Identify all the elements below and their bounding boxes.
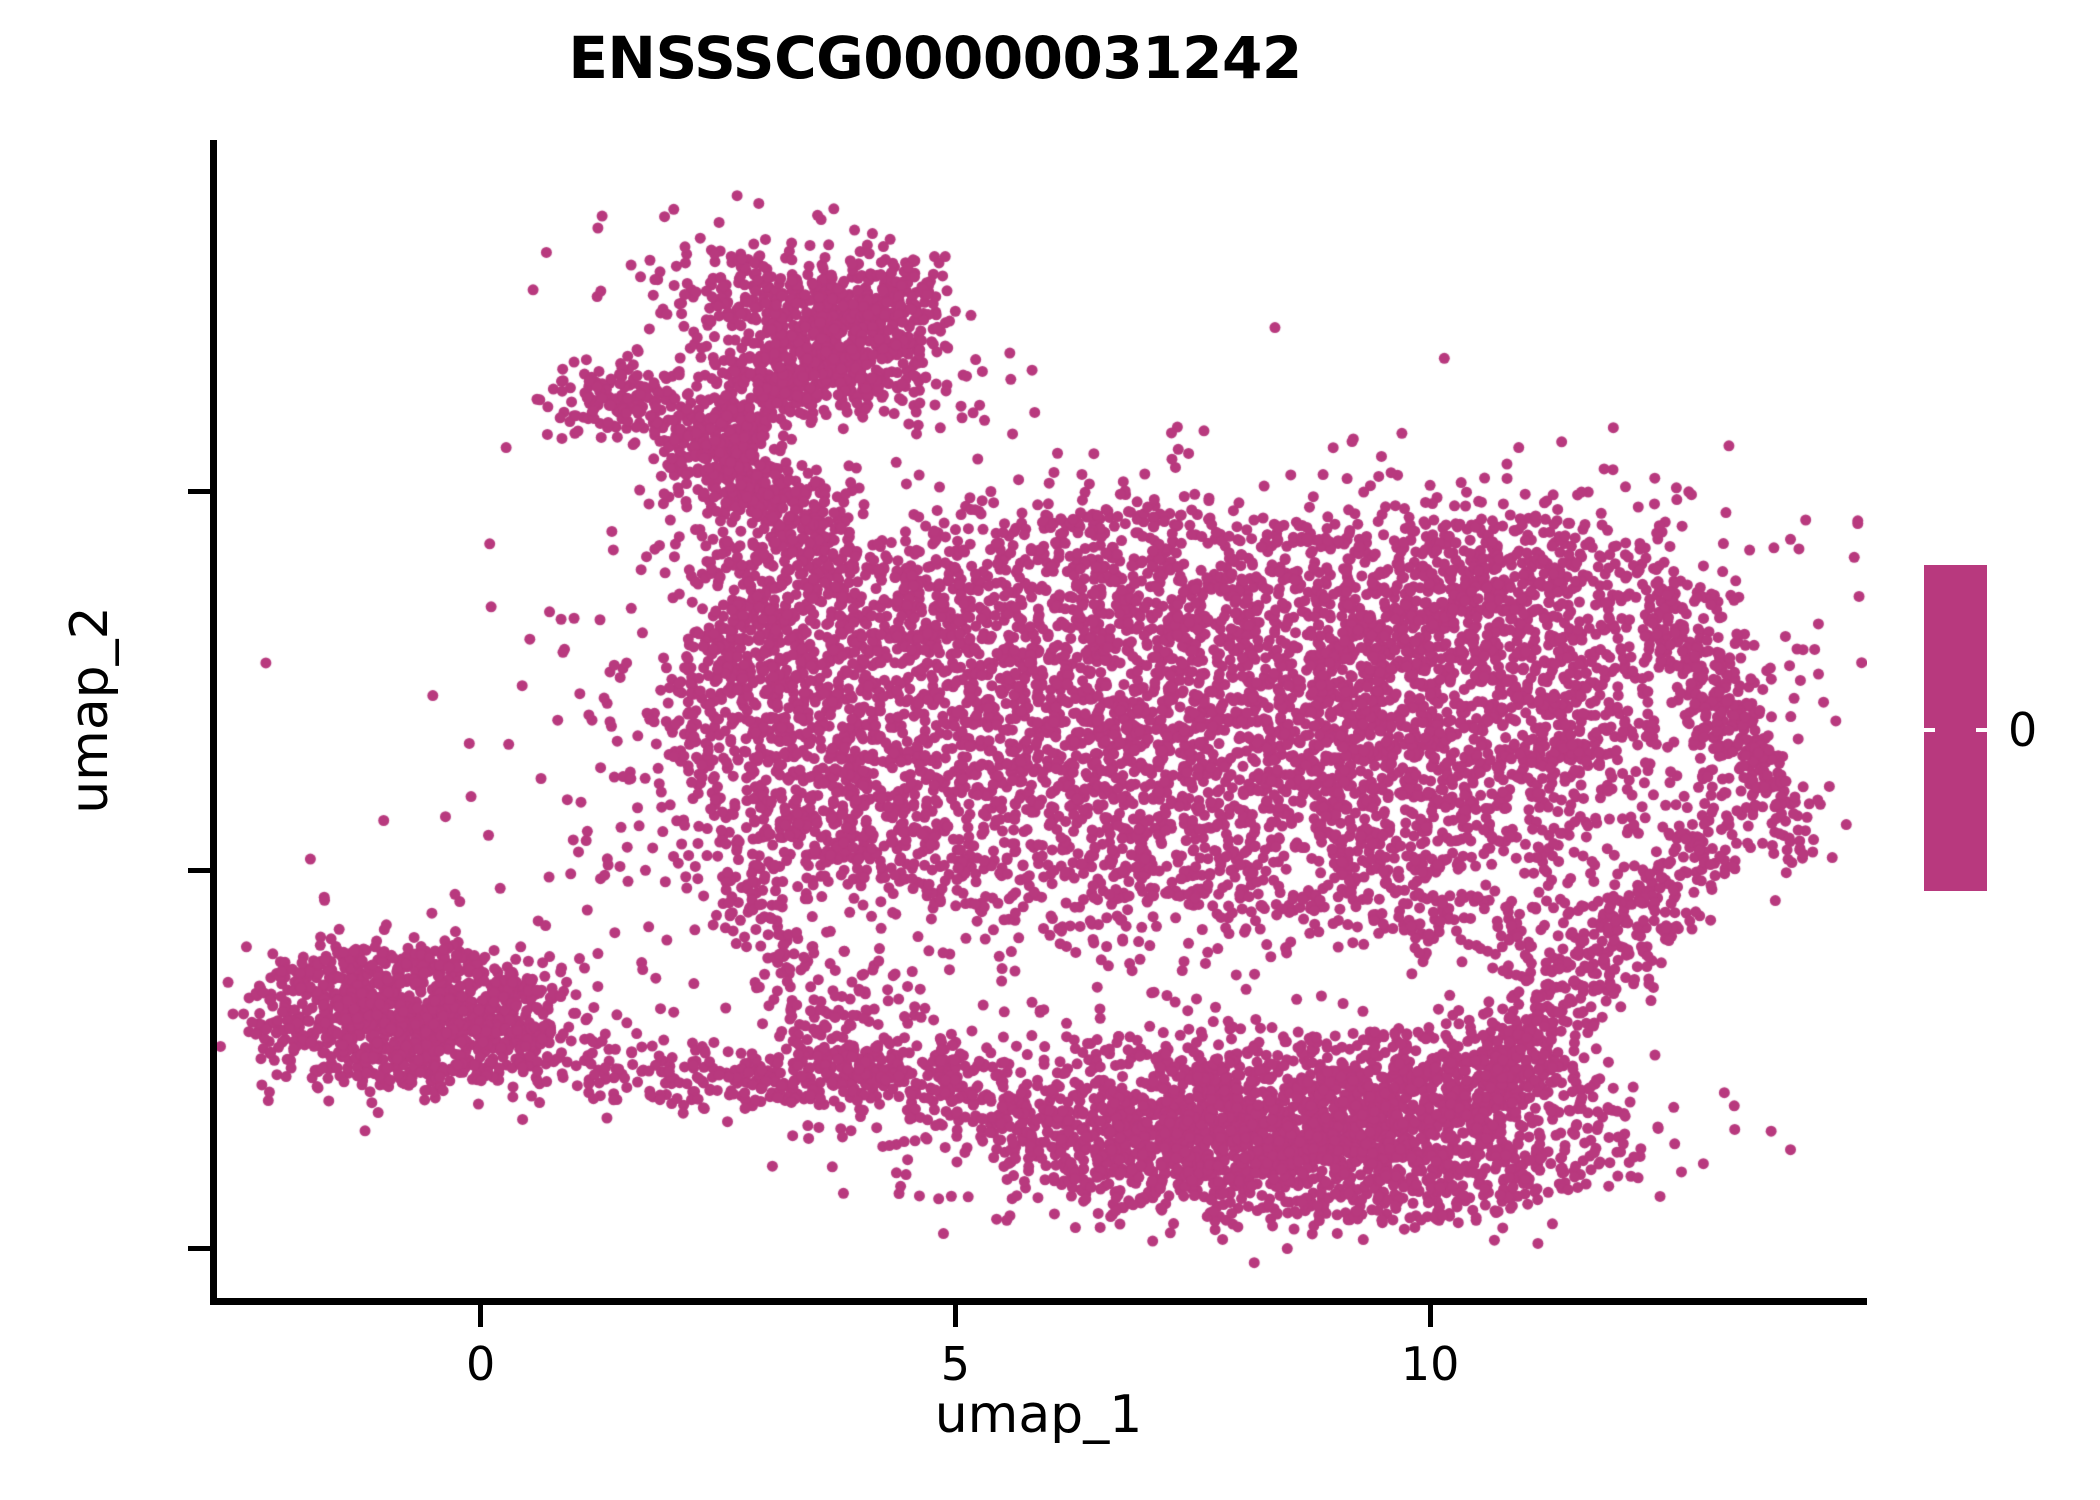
colorbar-tick-left [1924, 728, 1935, 732]
x-tick-label-10: 10 [1400, 1337, 1460, 1391]
y-tick-mark-0 [188, 1245, 210, 1251]
x-tick-label-0: 0 [465, 1337, 496, 1391]
x-axis-spine [210, 1298, 1867, 1305]
page-title: ENSSSCG00000031242 [568, 24, 1302, 92]
x-tick-mark-10 [1427, 1305, 1433, 1327]
y-tick-mark-10 [188, 489, 210, 495]
scatter-plot-canvas [210, 140, 1867, 1305]
x-tick-mark-5 [952, 1305, 958, 1327]
y-axis-spine [210, 140, 217, 1305]
colorbar[interactable]: 0 [1924, 565, 2094, 895]
x-axis-title: umap_1 [934, 1385, 1143, 1445]
x-tick-label-5: 5 [940, 1337, 971, 1391]
colorbar-tick-label-0: 0 [2008, 703, 2038, 757]
y-axis-title: umap_2 [60, 606, 120, 814]
colorbar-tick-right [1976, 728, 1987, 732]
y-tick-mark-5 [188, 867, 210, 873]
x-tick-mark-0 [478, 1305, 484, 1327]
plot-axes: 0 5 10 [188, 140, 1867, 1391]
